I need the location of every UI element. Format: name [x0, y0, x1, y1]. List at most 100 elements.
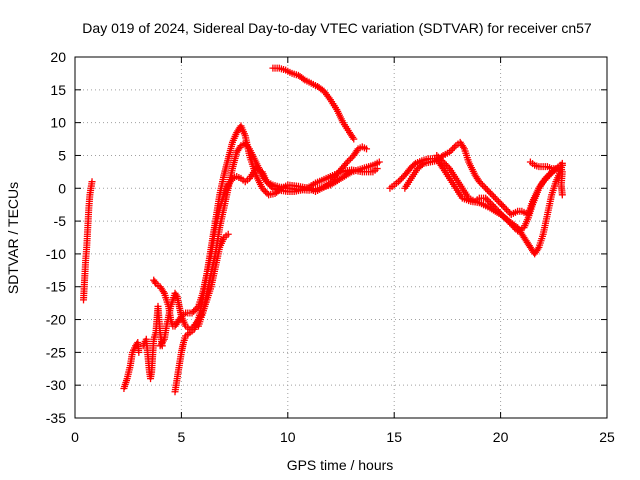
data-point — [480, 183, 488, 191]
data-point — [485, 197, 493, 205]
data-point — [504, 217, 512, 225]
data-point — [558, 159, 566, 167]
data-point — [483, 196, 491, 204]
data-point — [418, 161, 426, 169]
data-markers — [80, 64, 566, 396]
x-tick-label: 10 — [280, 429, 296, 445]
x-axis-label: GPS time / hours — [287, 457, 394, 473]
data-point — [501, 204, 509, 212]
data-point — [347, 155, 355, 163]
series-arc-9.3h — [269, 64, 358, 143]
data-point — [188, 309, 196, 317]
data-point — [450, 143, 458, 151]
data-point — [396, 176, 404, 184]
data-point — [375, 158, 383, 166]
data-point — [486, 189, 494, 197]
data-point — [507, 220, 515, 228]
x-tick-label: 0 — [71, 429, 79, 445]
data-point — [482, 184, 490, 192]
data-point — [159, 288, 167, 296]
data-point — [447, 147, 455, 155]
y-tick-label: 5 — [58, 147, 66, 163]
data-point — [506, 219, 514, 227]
data-point — [459, 143, 467, 151]
data-point — [499, 202, 507, 210]
data-point — [88, 178, 96, 186]
x-tick-label: 25 — [599, 429, 615, 445]
y-tick-label: -30 — [46, 377, 66, 393]
data-point — [398, 174, 406, 182]
data-point — [479, 181, 487, 189]
data-point — [350, 135, 358, 143]
data-point — [502, 215, 510, 223]
x-tick-label: 15 — [386, 429, 402, 445]
data-point — [438, 156, 446, 164]
data-point — [135, 348, 143, 356]
data-point — [363, 145, 371, 153]
y-tick-label: 0 — [58, 180, 66, 196]
data-point — [260, 186, 268, 194]
chart-title: Day 019 of 2024, Sidereal Day-to-day VTE… — [82, 20, 592, 36]
data-point — [449, 145, 457, 153]
data-point — [477, 179, 485, 187]
data-point — [509, 222, 517, 230]
data-point — [299, 75, 307, 83]
x-tick-label: 5 — [178, 429, 186, 445]
tick-labels: 0 5 10 15 20 25 -35 -30 -25 -20 -15 -10 -5 0 5 10 15 20 — [46, 49, 615, 445]
data-point — [433, 151, 441, 159]
y-tick-label: -25 — [46, 344, 66, 360]
data-point — [499, 212, 507, 220]
data-point — [488, 201, 496, 209]
data-point — [490, 192, 498, 200]
data-point — [190, 307, 198, 315]
y-tick-label: -15 — [46, 279, 66, 295]
data-point — [224, 230, 232, 238]
data-point — [151, 278, 159, 286]
grid-lines — [75, 57, 607, 418]
data-point — [446, 148, 454, 156]
data-point — [496, 199, 504, 207]
data-point — [490, 202, 498, 210]
data-point — [491, 194, 499, 202]
data-point — [342, 160, 350, 168]
data-point — [345, 156, 353, 164]
x-tick-label: 20 — [493, 429, 509, 445]
data-point — [546, 170, 554, 178]
data-point — [494, 197, 502, 205]
y-tick-label: -5 — [54, 213, 67, 229]
data-point — [491, 204, 499, 212]
data-point — [501, 214, 509, 222]
data-point — [394, 178, 402, 186]
data-point — [502, 206, 510, 214]
series-arc-3.2h — [139, 302, 166, 383]
data-point — [510, 224, 518, 232]
data-point — [486, 199, 494, 207]
y-tick-label: 15 — [50, 82, 66, 98]
series-arc-0.3h — [80, 178, 96, 304]
data-point — [258, 184, 266, 192]
data-point — [261, 188, 269, 196]
y-tick-label: 20 — [50, 49, 66, 65]
data-point — [558, 191, 566, 199]
data-point — [191, 306, 199, 314]
series-arc-4.7h — [171, 122, 371, 396]
data-point — [343, 158, 351, 166]
data-point — [493, 206, 501, 214]
data-point — [483, 186, 491, 194]
series-arc-17.2h — [433, 151, 566, 235]
data-point — [488, 191, 496, 199]
data-point — [485, 188, 493, 196]
data-point — [498, 201, 506, 209]
series-arc-21.4h — [526, 158, 566, 173]
data-point — [493, 196, 501, 204]
data-point — [172, 291, 180, 299]
data-point — [496, 209, 504, 217]
data-point — [439, 158, 447, 166]
data-point — [434, 153, 442, 161]
plot-frame — [74, 56, 608, 419]
y-tick-label: -10 — [46, 246, 66, 262]
data-point — [263, 189, 271, 197]
data-point — [534, 245, 542, 253]
data-point — [482, 194, 490, 202]
